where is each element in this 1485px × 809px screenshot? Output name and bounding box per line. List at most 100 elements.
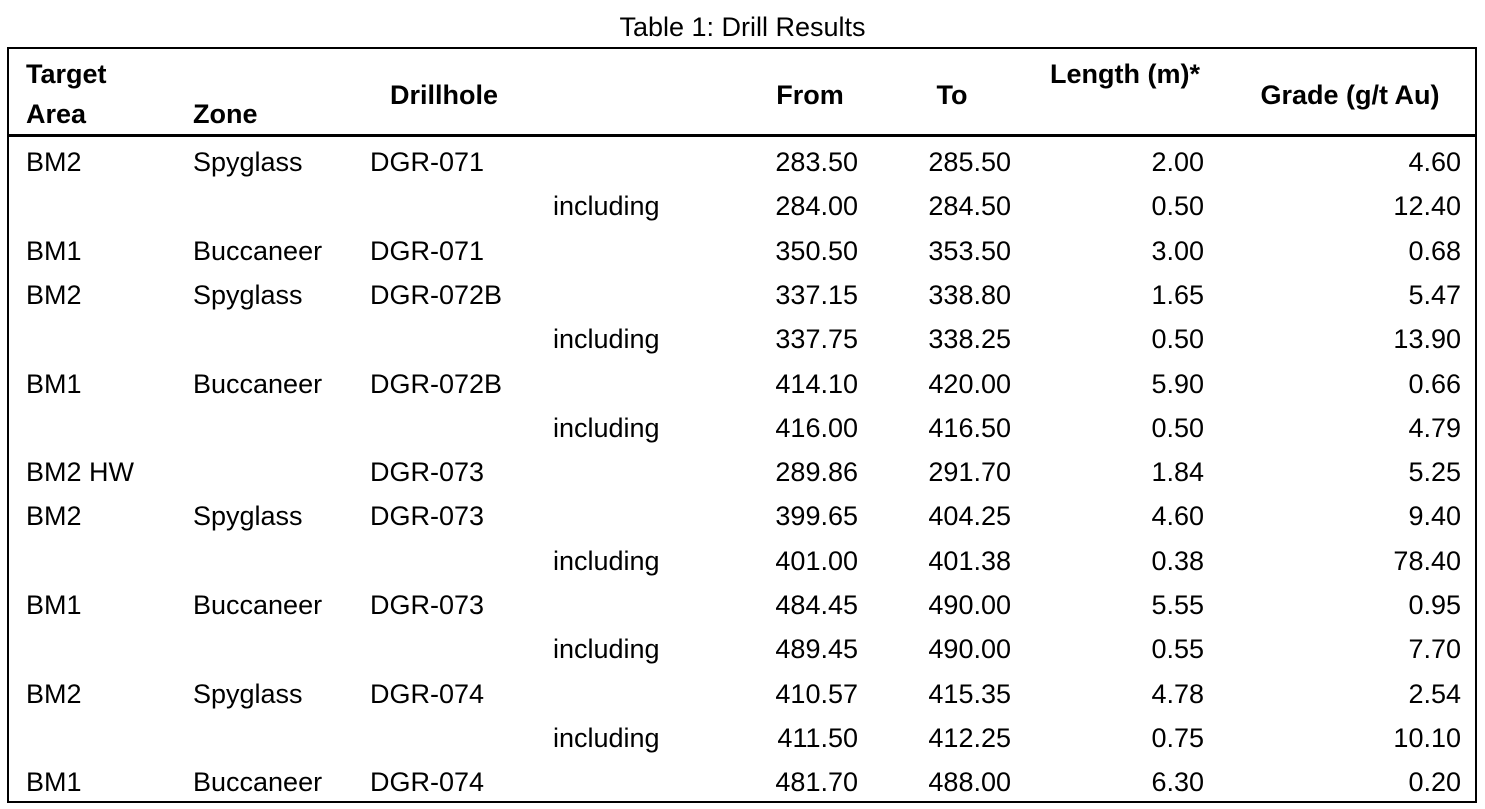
column-header: Length (m)* xyxy=(1050,59,1200,89)
table-cell: DGR-073 xyxy=(370,590,485,620)
table-cell: 401.38 xyxy=(928,545,1011,576)
table-cell: 0.20 xyxy=(1408,767,1461,798)
table-cell: 410.57 xyxy=(775,678,858,709)
table-cell: BM1 xyxy=(26,767,82,798)
table-frame xyxy=(7,47,1477,803)
header-rule xyxy=(7,134,1477,137)
table-cell: 289.86 xyxy=(775,457,858,488)
table-cell: including xyxy=(553,191,660,222)
table-cell: Buccaneer xyxy=(193,767,323,798)
column-header: From xyxy=(776,80,844,110)
table-cell: 0.75 xyxy=(1151,722,1204,753)
table-cell: 489.45 xyxy=(775,634,858,665)
table-cell: 10.10 xyxy=(1393,722,1461,753)
table-cell: 338.25 xyxy=(928,324,1011,355)
table-cell: BM1 xyxy=(26,235,82,266)
table-cell: 2.54 xyxy=(1408,678,1461,709)
table-cell: 4.60 xyxy=(1151,501,1204,532)
table-cell: 0.50 xyxy=(1151,412,1204,443)
table-cell: 0.95 xyxy=(1408,590,1461,620)
table-cell: 337.15 xyxy=(775,279,858,310)
table-cell: 353.50 xyxy=(928,235,1011,266)
column-header: Grade (g/t Au) xyxy=(1260,80,1440,110)
table-cell: 2.00 xyxy=(1151,147,1204,177)
table-cell: 484.45 xyxy=(775,590,858,620)
table-cell: 420.00 xyxy=(928,368,1011,399)
table-cell: DGR-073 xyxy=(370,501,485,532)
column-header: Drillhole xyxy=(389,80,498,110)
table-cell: DGR-074 xyxy=(370,678,485,709)
table-cell: 490.00 xyxy=(928,634,1011,665)
column-header: To xyxy=(936,80,968,110)
table-cell: 337.75 xyxy=(775,324,858,355)
table-cell: 5.25 xyxy=(1408,457,1461,488)
table-cell: 0.55 xyxy=(1151,634,1204,665)
table-cell: 350.50 xyxy=(775,235,858,266)
table-cell: 284.50 xyxy=(928,191,1011,222)
table-cell: Buccaneer xyxy=(193,368,323,399)
table-cell: Spyglass xyxy=(193,678,303,709)
table-cell: 283.50 xyxy=(775,147,858,177)
table-cell: 284.00 xyxy=(775,191,858,222)
table-cell: DGR-071 xyxy=(370,235,485,266)
table-cell: BM1 xyxy=(26,368,82,399)
table-title: Table 1: Drill Results xyxy=(619,12,866,42)
table-cell: 404.25 xyxy=(928,501,1011,532)
table-cell: 399.65 xyxy=(775,501,858,532)
table-cell: DGR-073 xyxy=(370,457,485,488)
table-cell: 401.00 xyxy=(775,545,858,576)
table-cell: BM1 xyxy=(26,590,82,620)
table-cell: 4.60 xyxy=(1408,147,1461,177)
table-cell: BM2 xyxy=(26,678,82,709)
table-cell: 9.40 xyxy=(1408,501,1461,532)
table-cell: BM2 xyxy=(26,501,82,532)
table-cell: 285.50 xyxy=(928,147,1011,177)
table-cell: 3.00 xyxy=(1151,235,1204,266)
table-cell: including xyxy=(553,412,660,443)
table-cell: 0.50 xyxy=(1151,191,1204,222)
table-cell: 5.47 xyxy=(1408,279,1461,310)
table-cell: 4.79 xyxy=(1408,412,1461,443)
table-cell: 4.78 xyxy=(1151,678,1204,709)
table-cell: 415.35 xyxy=(928,678,1011,709)
table-cell: DGR-071 xyxy=(370,147,485,177)
table-cell: 416.00 xyxy=(775,412,858,443)
table-cell: 0.66 xyxy=(1408,368,1461,399)
table-cell: 412.25 xyxy=(928,722,1011,753)
column-header: Target Area xyxy=(26,59,107,129)
table-cell: 12.40 xyxy=(1393,191,1461,222)
table-cell: Spyglass xyxy=(193,501,303,532)
table-cell: BM2 HW xyxy=(26,457,134,488)
column-header: Zone xyxy=(193,99,258,129)
table-cell: 13.90 xyxy=(1393,324,1461,355)
table-cell: including xyxy=(553,545,660,576)
table-cell: 414.10 xyxy=(775,368,858,399)
table-cell: including xyxy=(553,722,660,753)
table-cell: 5.55 xyxy=(1151,590,1204,620)
table-cell: 1.84 xyxy=(1151,457,1204,488)
table-cell: 411.50 xyxy=(777,722,858,753)
table-cell: BM2 xyxy=(26,147,82,177)
table-cell: 291.70 xyxy=(928,457,1011,488)
table-cell: 490.00 xyxy=(928,590,1011,620)
table-cell: 6.30 xyxy=(1151,767,1204,798)
table-cell: 5.90 xyxy=(1151,368,1204,399)
table-cell: 78.40 xyxy=(1393,545,1461,576)
table-cell: Buccaneer xyxy=(193,590,323,620)
table-cell: 481.70 xyxy=(775,767,858,798)
table-cell: Spyglass xyxy=(193,279,303,310)
table-cell: Buccaneer xyxy=(193,235,323,266)
table-cell: including xyxy=(553,634,660,665)
table-cell: 0.68 xyxy=(1408,235,1461,266)
table-cell: 1.65 xyxy=(1151,279,1204,310)
table-cell: DGR-072B xyxy=(370,368,503,399)
table-cell: 0.38 xyxy=(1151,545,1204,576)
table-cell: DGR-072B xyxy=(370,279,503,310)
table-cell: including xyxy=(553,324,660,355)
table-cell: 338.80 xyxy=(928,279,1011,310)
table-cell: 7.70 xyxy=(1408,634,1461,665)
table-cell: 416.50 xyxy=(928,412,1011,443)
table-cell: Spyglass xyxy=(193,147,303,177)
table-cell: BM2 xyxy=(26,279,82,310)
